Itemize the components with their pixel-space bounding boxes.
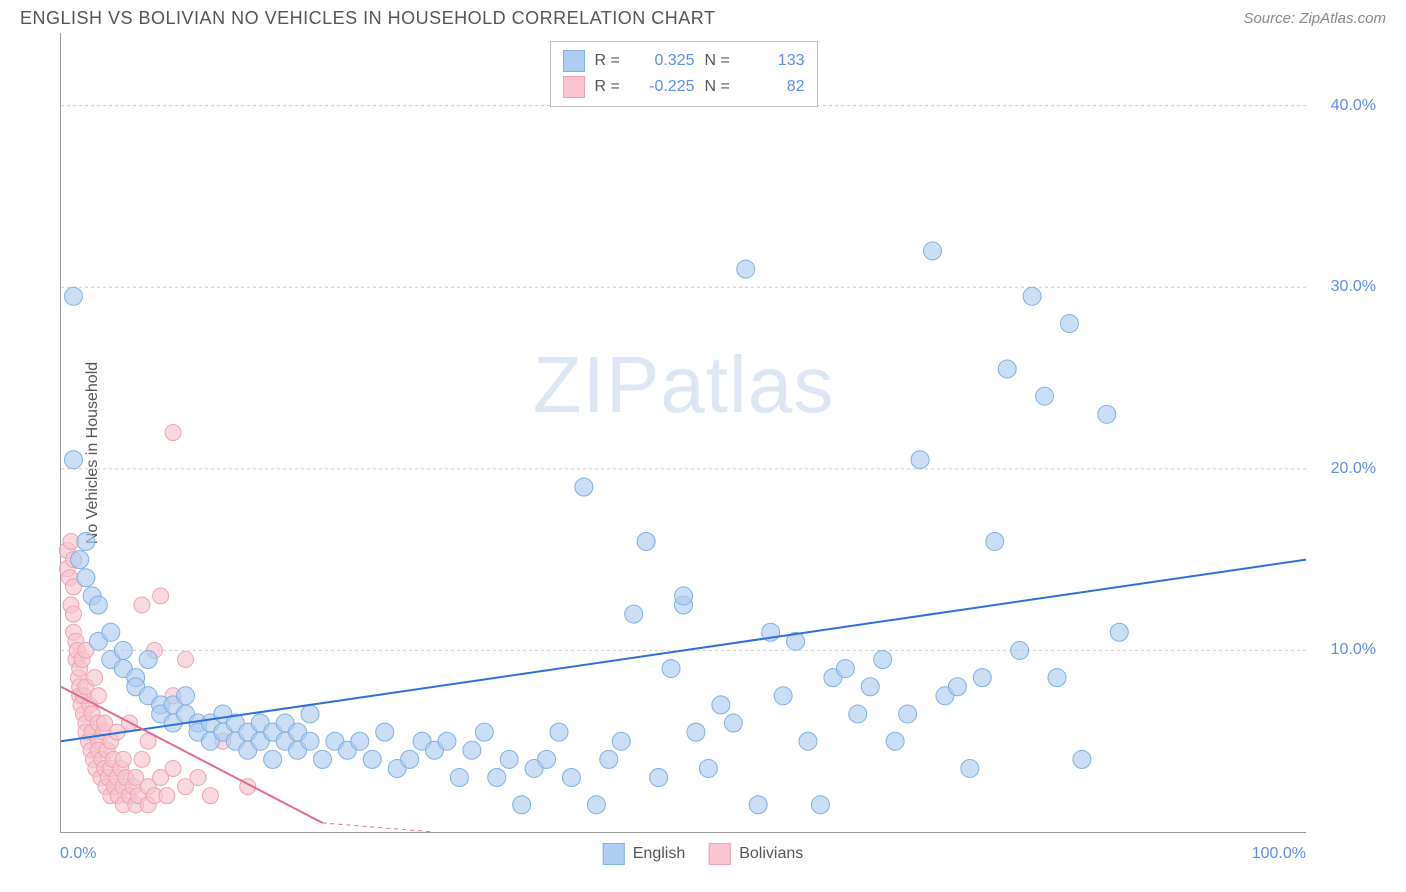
- legend-label-bolivians: Bolivians: [739, 845, 803, 863]
- y-tick-label: 40.0%: [1331, 97, 1376, 115]
- y-tick-label: 30.0%: [1331, 278, 1376, 296]
- legend-label-english: English: [633, 845, 685, 863]
- scatter-svg: [61, 33, 1306, 832]
- chart-area: No Vehicles in Household ZIPatlas R = 0.…: [20, 33, 1386, 873]
- legend-item-english: English: [603, 843, 685, 865]
- swatch-bolivians: [563, 76, 585, 98]
- series-legend: English Bolivians: [603, 843, 804, 865]
- chart-title: ENGLISH VS BOLIVIAN NO VEHICLES IN HOUSE…: [20, 8, 715, 29]
- swatch-bolivians: [709, 843, 731, 865]
- plot-region: ZIPatlas R = 0.325 N = 133 R = -0.225 N …: [60, 33, 1306, 833]
- swatch-english: [563, 50, 585, 72]
- swatch-english: [603, 843, 625, 865]
- correlation-row-english: R = 0.325 N = 133: [563, 48, 805, 74]
- x-tick-min: 0.0%: [60, 845, 96, 863]
- y-tick-label: 10.0%: [1331, 641, 1376, 659]
- source-attribution: Source: ZipAtlas.com: [1243, 10, 1386, 27]
- correlation-row-bolivians: R = -0.225 N = 82: [563, 74, 805, 100]
- correlation-legend: R = 0.325 N = 133 R = -0.225 N = 82: [550, 41, 818, 107]
- x-tick-max: 100.0%: [1252, 845, 1306, 863]
- legend-item-bolivians: Bolivians: [709, 843, 803, 865]
- y-tick-label: 20.0%: [1331, 460, 1376, 478]
